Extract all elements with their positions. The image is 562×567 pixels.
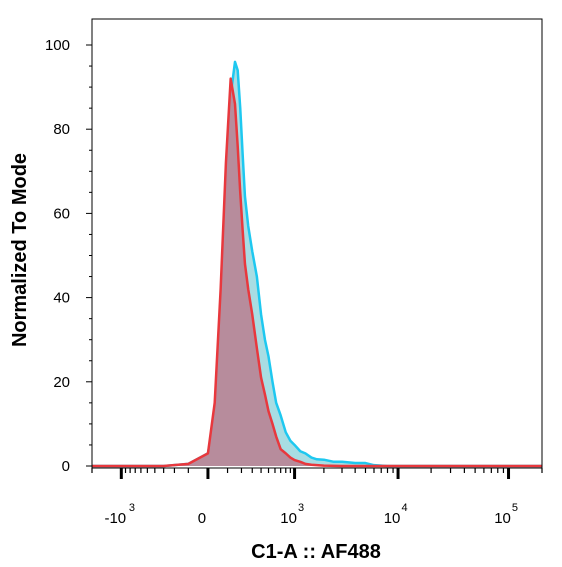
x-tick-label: 0 <box>198 510 206 527</box>
x-tick-label: 10 <box>494 510 511 527</box>
y-axis: 0 20 40 60 80 100 <box>45 37 92 475</box>
y-tick-label: 0 <box>62 458 70 475</box>
x-axis-title: C1-A :: AF488 <box>251 541 381 563</box>
x-tick-label: 10 <box>280 510 297 527</box>
x-tick-exponent: 3 <box>129 502 135 514</box>
x-tick-exponent: 3 <box>298 502 304 514</box>
y-tick-label: 60 <box>53 205 70 222</box>
x-tick-label: 10 <box>384 510 401 527</box>
series-1-area <box>92 61 542 467</box>
series-2-area <box>92 78 542 467</box>
plot-frame <box>91 18 543 469</box>
y-tick-label: 40 <box>53 290 70 307</box>
y-tick-label: 80 <box>53 121 70 138</box>
y-tick-label: 100 <box>45 37 70 54</box>
y-tick-label: 20 <box>53 374 70 391</box>
y-axis-title: Normalized To Mode <box>9 153 31 347</box>
x-tick-exponent: 5 <box>512 502 518 514</box>
series-2-line <box>92 77 542 468</box>
histogram-area-layer <box>92 60 542 468</box>
x-tick-exponent: 4 <box>401 502 407 514</box>
x-tick-label: -10 <box>104 510 126 527</box>
series-1-line <box>92 60 542 468</box>
